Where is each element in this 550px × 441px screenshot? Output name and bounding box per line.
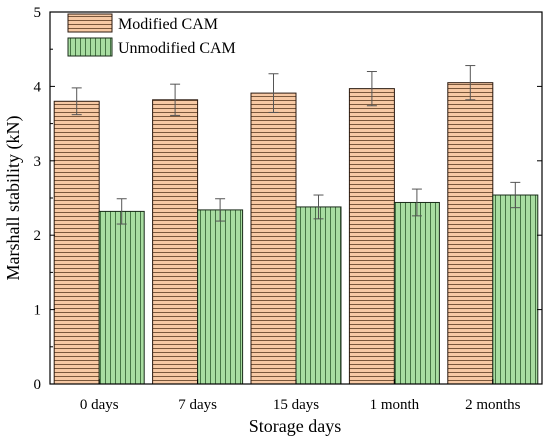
y-tick-label-3: 3 xyxy=(34,154,42,170)
error-bar-modified-3 xyxy=(366,71,377,107)
x-tick-label-2: 15 days xyxy=(273,397,319,413)
y-tick-label-1: 1 xyxy=(34,303,42,319)
bar-modified-2 xyxy=(250,92,297,385)
bar-unmodified-4 xyxy=(492,194,539,385)
legend-swatch-modified xyxy=(67,13,113,33)
x-tick-label-3: 1 month xyxy=(370,397,420,413)
y-axis-title: Marshall stability (kN) xyxy=(3,116,24,281)
bar-unmodified-3 xyxy=(393,201,440,385)
x-axis-title: Storage days xyxy=(249,416,341,436)
legend-swatch-unmodified xyxy=(67,37,113,57)
error-bar-unmodified-1 xyxy=(215,198,226,222)
legend: Modified CAM Unmodified CAM xyxy=(67,13,236,57)
error-bar-unmodified-4 xyxy=(510,181,521,209)
bar-modified-4 xyxy=(447,82,494,385)
y-tick-label-4: 4 xyxy=(34,79,42,95)
y-tick-label-5: 5 xyxy=(34,5,42,21)
bar-unmodified-1 xyxy=(197,209,244,385)
bar-unmodified-0 xyxy=(98,210,145,385)
x-tick-label-1: 7 days xyxy=(178,397,217,413)
error-bar-modified-4 xyxy=(465,65,476,101)
bar-modified-3 xyxy=(348,88,395,385)
legend-label-unmodified: Unmodified CAM xyxy=(118,40,236,57)
y-tick-label-0: 0 xyxy=(34,377,42,393)
bar-modified-1 xyxy=(152,99,199,385)
axes-group: 0 days 7 days 15 days 1 month 2 months 0 1 2 3 4 5 xyxy=(34,5,543,413)
error-bar-modified-2 xyxy=(268,73,279,113)
error-bar-unmodified-0 xyxy=(116,198,127,225)
error-bar-unmodified-2 xyxy=(313,194,324,220)
x-tick-label-0: 0 days xyxy=(80,397,119,413)
bar-unmodified-2 xyxy=(295,206,342,385)
legend-label-modified: Modified CAM xyxy=(118,16,218,33)
bars-group xyxy=(53,65,539,385)
error-bar-unmodified-3 xyxy=(411,188,422,217)
bar-modified-0 xyxy=(53,100,100,385)
x-tick-label-4: 2 months xyxy=(465,397,521,413)
error-bar-modified-1 xyxy=(170,83,181,116)
error-bar-modified-0 xyxy=(71,87,82,116)
y-tick-label-2: 2 xyxy=(34,228,42,244)
